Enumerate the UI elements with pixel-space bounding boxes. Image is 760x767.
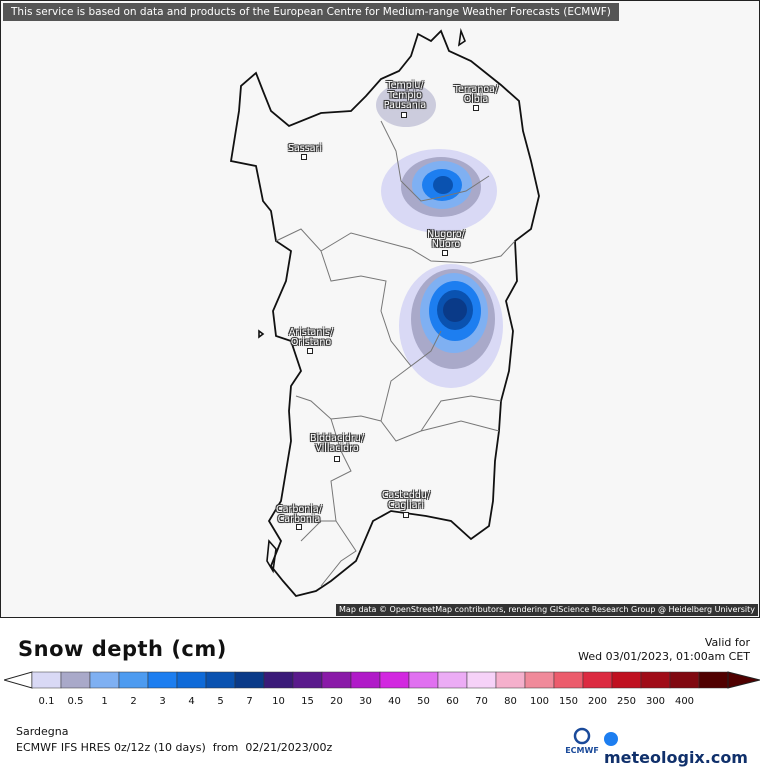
- city-label-cagliari: Casteddu/Cagliari: [381, 490, 431, 511]
- scale-tick-label: 250: [616, 696, 637, 707]
- scale-swatch: [350, 671, 381, 689]
- scale-tick-label: 30: [359, 696, 372, 707]
- scale-arrow-right: [727, 671, 760, 689]
- city-marker-olbia[interactable]: [473, 105, 479, 111]
- valid-label: Valid for: [704, 636, 750, 649]
- city-label-villacidro: Biddacidru/Villacidro: [309, 433, 365, 454]
- scale-swatch: [379, 671, 410, 689]
- scale-tick-label: 70: [475, 696, 488, 707]
- city-label-oristano: Aristanis/Oristano: [288, 327, 334, 348]
- city-marker-nuoro[interactable]: [442, 250, 448, 256]
- scale-swatch: [205, 671, 236, 689]
- scale-tick-label: 200: [587, 696, 608, 707]
- scale-swatch: [321, 671, 352, 689]
- valid-date: Wed 03/01/2023, 01:00am CET: [578, 650, 750, 663]
- scale-tick-label: 4: [188, 696, 195, 707]
- city-marker-cagliari[interactable]: [403, 512, 409, 518]
- scale-swatch: [292, 671, 323, 689]
- legend-title: Snow depth (cm): [18, 637, 227, 661]
- scale-tick-label: 0.5: [67, 696, 84, 707]
- scale-swatch: [582, 671, 613, 689]
- region-name: Sardegna: [16, 725, 69, 738]
- scale-swatch: [524, 671, 555, 689]
- scale-swatch: [263, 671, 294, 689]
- scale-swatch: [31, 671, 62, 689]
- scale-tick-label: 40: [388, 696, 401, 707]
- scale-swatch: [495, 671, 526, 689]
- city-label-sassari: Sassari: [287, 143, 323, 154]
- scale-tick-label: 2: [130, 696, 137, 707]
- scale-swatch: [147, 671, 178, 689]
- city-marker-villacidro[interactable]: [334, 456, 340, 462]
- legend-footer: Snow depth (cm) Valid for Wed 03/01/2023…: [0, 619, 760, 767]
- map-area[interactable]: This service is based on data and produc…: [0, 0, 760, 618]
- snow-depth-field: [376, 83, 503, 388]
- scale-tick-label: 50: [417, 696, 430, 707]
- scale-tick-label: 5: [217, 696, 224, 707]
- scale-tick-label: 100: [529, 696, 550, 707]
- scale-swatch: [234, 671, 265, 689]
- ecmwf-logo-text: ECMWF: [565, 746, 599, 755]
- city-label-olbia: Terranoa/Olbia: [453, 84, 499, 105]
- ecmwf-notice-banner: This service is based on data and produc…: [3, 3, 619, 21]
- sardinia-map: [229, 27, 540, 598]
- scale-swatch: [176, 671, 207, 689]
- scale-swatch: [640, 671, 671, 689]
- scale-swatch: [553, 671, 584, 689]
- scale-arrow-left: [4, 671, 33, 689]
- scale-swatch: [60, 671, 91, 689]
- scale-tick-label: 3: [159, 696, 166, 707]
- scale-tick-label: 300: [645, 696, 666, 707]
- meteologix-icon: [604, 732, 618, 746]
- city-label-carbonia: Carbonia/Carbonia: [276, 504, 322, 525]
- scale-swatch: [437, 671, 468, 689]
- city-label-tempio: Tempiu/Tempio Pausania: [383, 80, 427, 111]
- color-scale: [4, 671, 760, 689]
- meteologix-logo[interactable]: meteologix.com: [604, 729, 760, 767]
- scale-tick-label: 7: [246, 696, 253, 707]
- coastline: [229, 29, 540, 598]
- scale-tick-labels: 0.1 0.5 1 2 3 4 5 7 10 15 20 30 40 50 60 70 80 100 150 200 2…: [0, 696, 760, 710]
- scale-tick-label: 1: [101, 696, 108, 707]
- city-marker-sassari[interactable]: [301, 154, 307, 160]
- scale-tick-label: 20: [330, 696, 343, 707]
- scale-swatch: [89, 671, 120, 689]
- scale-tick-label: 80: [504, 696, 517, 707]
- city-label-nuoro: Nugoro/Nuoro: [427, 229, 465, 250]
- ecmwf-logo-icon: ECMWF: [565, 727, 599, 755]
- scale-swatch: [408, 671, 439, 689]
- scale-tick-label: 15: [301, 696, 314, 707]
- city-marker-carbonia[interactable]: [296, 524, 302, 530]
- scale-swatch: [611, 671, 642, 689]
- city-marker-oristano[interactable]: [307, 348, 313, 354]
- scale-tick-label: 60: [446, 696, 459, 707]
- scale-tick-label: 150: [558, 696, 579, 707]
- scale-swatch: [669, 671, 700, 689]
- model-info: ECMWF IFS HRES 0z/12z (10 days) from 02/…: [16, 741, 333, 754]
- scale-swatch: [698, 671, 729, 689]
- map-attribution: Map data © OpenStreetMap contributors, r…: [336, 604, 758, 616]
- scale-tick-label: 0.1: [38, 696, 55, 707]
- city-marker-tempio[interactable]: [401, 112, 407, 118]
- scale-tick-label: 400: [674, 696, 695, 707]
- scale-swatch: [466, 671, 497, 689]
- scale-swatch: [118, 671, 149, 689]
- scale-tick-label: 10: [272, 696, 285, 707]
- meteologix-brand-text: meteologix.com: [604, 748, 748, 767]
- province-borders: [275, 120, 516, 587]
